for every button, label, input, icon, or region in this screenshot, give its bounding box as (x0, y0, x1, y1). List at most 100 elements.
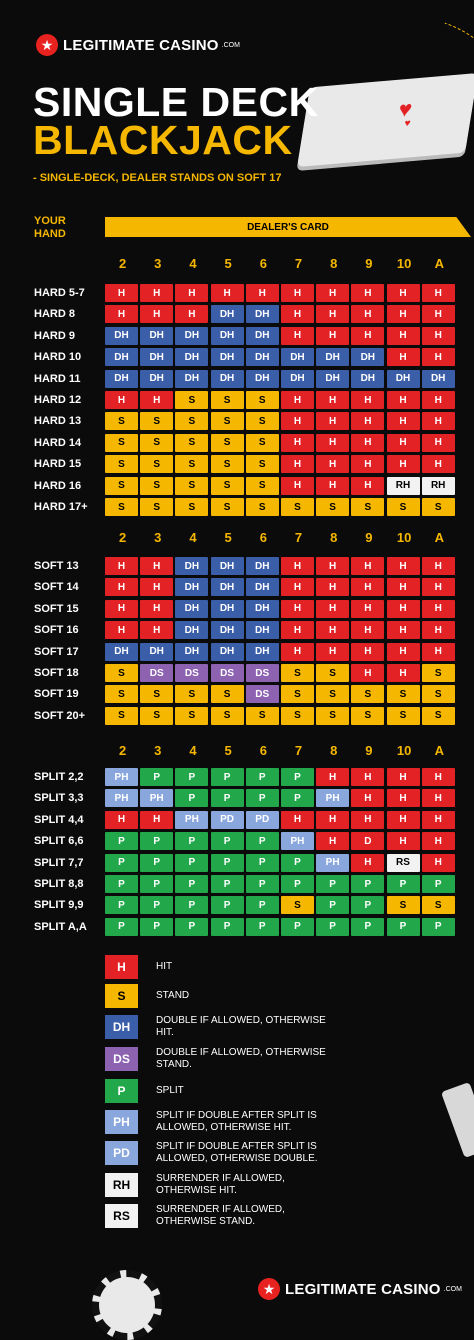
strategy-cell: H (316, 476, 350, 495)
strategy-cell: DS (245, 664, 279, 682)
strategy-cell: H (386, 557, 420, 575)
strategy-cell: H (421, 599, 455, 618)
strategy-cell: DH (245, 621, 279, 640)
hard-row: HARD 8 H H H DH DH H H H H H (0, 305, 457, 324)
strategy-cell: H (351, 810, 385, 829)
soft-row: SOFT 16 H H DH DH DH H H H H H (0, 621, 457, 640)
strategy-cell: P (245, 875, 279, 893)
strategy-cell: S (245, 391, 279, 409)
strategy-cell: RH (386, 476, 420, 495)
strategy-cell: H (386, 348, 420, 367)
hand-label: SOFT 18 (34, 667, 79, 679)
strategy-cell: H (316, 284, 350, 302)
strategy-cell: DH (210, 642, 244, 661)
strategy-cell: S (210, 685, 244, 704)
strategy-cell: PD (210, 810, 244, 829)
strategy-cell: H (351, 578, 385, 597)
strategy-cell: S (316, 706, 350, 725)
strategy-cell: P (175, 768, 209, 786)
legend-description: SPLIT IF DOUBLE AFTER SPLIT IS ALLOWED, … (156, 1110, 317, 1133)
soft-row: SOFT 18 S DS DS DS DS S S H H S (0, 664, 457, 682)
strategy-cell: DH (386, 369, 420, 388)
strategy-cell: H (105, 810, 138, 829)
strategy-cell: H (105, 305, 138, 324)
legend-item: DH DOUBLE IF ALLOWED, OTHERWISE HIT. (105, 1015, 331, 1039)
strategy-cell: DH (175, 642, 209, 661)
strategy-cell: DH (105, 642, 138, 661)
strategy-cell: DH (140, 369, 174, 388)
strategy-cell: DH (245, 369, 279, 388)
strategy-cell: P (280, 789, 314, 808)
legend-description: DOUBLE IF ALLOWED, OTHERWISE HIT. (156, 1015, 326, 1038)
strategy-cell: S (316, 498, 350, 516)
strategy-cell: H (280, 455, 314, 474)
hand-label: SOFT 16 (34, 624, 79, 637)
strategy-cell: DH (175, 599, 209, 618)
strategy-cell: P (105, 875, 138, 893)
strategy-cell: H (316, 832, 350, 851)
dealer-card-10: 10 (396, 743, 412, 758)
strategy-cell: S (421, 498, 455, 516)
dealer-card-6: 6 (259, 743, 267, 758)
strategy-cell: DH (280, 369, 314, 388)
hand-label: HARD 11 (34, 372, 81, 385)
legend-description: SURRENDER IF ALLOWED, OTHERWISE STAND. (156, 1204, 285, 1227)
strategy-cell: P (280, 917, 314, 936)
dealer-card-4: 4 (189, 743, 197, 758)
hand-label: HARD 8 (34, 308, 75, 321)
strategy-cell: S (175, 498, 209, 516)
strategy-cell: S (280, 498, 314, 516)
strategy-cell: DH (316, 348, 350, 367)
strategy-cell: DH (140, 326, 174, 345)
strategy-cell: P (245, 853, 279, 872)
strategy-cell: S (210, 498, 244, 516)
hand-label: SPLIT 2,2 (34, 771, 84, 783)
split-dealer-card-header: 2 3 4 5 6 7 8 9 10 A (105, 743, 457, 758)
strategy-cell: DH (210, 305, 244, 324)
hard-row: HARD 10 DH DH DH DH DH DH DH DH H H (0, 348, 457, 367)
strategy-cell: H (210, 284, 244, 302)
strategy-cell: H (386, 412, 420, 431)
split-row: SPLIT 7,7 P P P P P P PH H RS H (0, 853, 457, 872)
legend-swatch: DH (105, 1015, 138, 1039)
hand-label: HARD 13 (34, 415, 82, 428)
strategy-cell: S (386, 706, 420, 725)
strategy-cell: H (351, 621, 385, 640)
dealer-card-6: 6 (259, 256, 267, 271)
strategy-cell: H (140, 810, 174, 829)
strategy-cell: P (351, 875, 385, 893)
legend-swatch: H (105, 955, 138, 979)
legend-swatch: S (105, 984, 138, 1008)
hard-row: HARD 11 DH DH DH DH DH DH DH DH DH DH (0, 369, 457, 388)
strategy-cell: P (175, 896, 209, 915)
strategy-cell: H (316, 326, 350, 345)
strategy-cell: H (280, 305, 314, 324)
strategy-cell: DH (245, 305, 279, 324)
strategy-cell: H (140, 557, 174, 575)
strategy-cell: H (280, 476, 314, 495)
strategy-cell: P (140, 832, 174, 851)
strategy-cell: H (421, 284, 455, 302)
strategy-cell: S (210, 391, 244, 409)
strategy-cell: H (386, 832, 420, 851)
strategy-cell: DS (175, 664, 209, 682)
dealer-card-7: 7 (294, 743, 303, 758)
strategy-cell: D (351, 832, 385, 851)
strategy-cell: S (105, 664, 138, 682)
dealer-card-10: 10 (396, 256, 412, 271)
strategy-cell: S (245, 455, 279, 474)
brand-name: LEGITIMATE CASINO (285, 1280, 441, 1298)
strategy-cell: S (421, 706, 455, 725)
split-row: SPLIT 2,2 PH P P P P P H H H H (0, 768, 457, 786)
strategy-cell: DH (316, 369, 350, 388)
strategy-cell: RH (421, 476, 455, 495)
dealer-card-8: 8 (330, 256, 338, 271)
strategy-cell: S (105, 498, 138, 516)
strategy-cell: H (386, 810, 420, 829)
strategy-cell: S (105, 433, 138, 452)
strategy-cell: DH (210, 348, 244, 367)
strategy-cell: H (140, 391, 174, 409)
strategy-cell: H (316, 557, 350, 575)
strategy-cell: DH (245, 642, 279, 661)
strategy-cell: P (386, 875, 420, 893)
